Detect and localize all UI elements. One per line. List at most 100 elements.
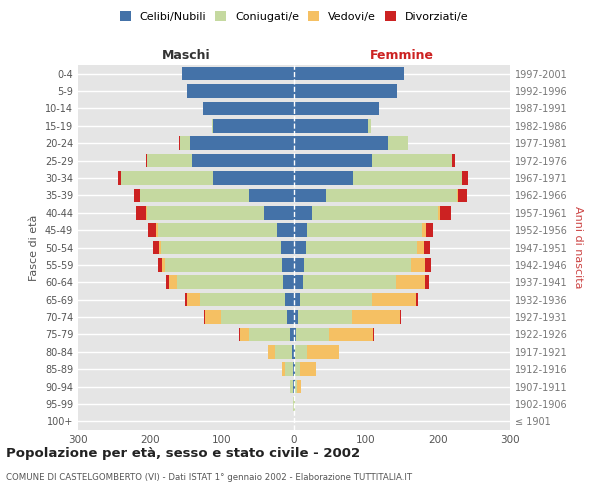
- Bar: [205, 310, 221, 324]
- Bar: [283, 276, 294, 289]
- Bar: [463, 171, 468, 185]
- Bar: [192, 154, 294, 168]
- Bar: [458, 188, 467, 202]
- Bar: [292, 345, 294, 358]
- Bar: [294, 276, 302, 289]
- Text: COMUNE DI CASTELGOMBERTO (VI) - Dati ISTAT 1° gennaio 2002 - Elaborazione TUTTIT: COMUNE DI CASTELGOMBERTO (VI) - Dati IST…: [6, 472, 412, 482]
- Bar: [312, 206, 438, 220]
- Bar: [290, 380, 293, 394]
- Bar: [372, 154, 452, 168]
- Bar: [408, 136, 409, 150]
- Bar: [148, 224, 157, 237]
- Legend: Celibi/Nubili, Coniugati/e, Vedovi/e, Divorziati/e: Celibi/Nubili, Coniugati/e, Vedovi/e, Di…: [116, 8, 472, 25]
- Bar: [290, 328, 294, 341]
- Bar: [293, 397, 294, 410]
- Bar: [307, 345, 340, 358]
- Bar: [203, 102, 294, 115]
- Bar: [297, 380, 301, 394]
- Y-axis label: Fasce di età: Fasce di età: [29, 214, 39, 280]
- Bar: [305, 240, 417, 254]
- Bar: [294, 84, 397, 98]
- Bar: [353, 171, 463, 185]
- Bar: [179, 136, 190, 150]
- Bar: [438, 206, 440, 220]
- Bar: [294, 380, 295, 394]
- Bar: [294, 102, 379, 115]
- Bar: [410, 258, 425, 272]
- Bar: [295, 362, 301, 376]
- Bar: [268, 345, 275, 358]
- Bar: [295, 380, 297, 394]
- Text: Popolazione per età, sesso e stato civile - 2002: Popolazione per età, sesso e stato civil…: [6, 448, 360, 460]
- Bar: [373, 328, 374, 341]
- Bar: [294, 293, 300, 306]
- Bar: [165, 258, 282, 272]
- Bar: [190, 136, 294, 150]
- Bar: [294, 397, 295, 410]
- Bar: [301, 362, 316, 376]
- Bar: [294, 310, 298, 324]
- Bar: [158, 240, 161, 254]
- Bar: [294, 171, 353, 185]
- Bar: [388, 136, 408, 150]
- Bar: [157, 224, 158, 237]
- Y-axis label: Anni di nascita: Anni di nascita: [573, 206, 583, 289]
- Bar: [294, 136, 388, 150]
- Bar: [221, 310, 287, 324]
- Bar: [425, 258, 431, 272]
- Bar: [293, 380, 294, 394]
- Bar: [440, 206, 451, 220]
- Text: Femmine: Femmine: [370, 50, 434, 62]
- Bar: [136, 206, 146, 220]
- Bar: [294, 362, 295, 376]
- Bar: [281, 240, 294, 254]
- Bar: [250, 328, 290, 341]
- Bar: [416, 293, 418, 306]
- Text: Maschi: Maschi: [161, 50, 211, 62]
- Bar: [424, 240, 430, 254]
- Bar: [212, 119, 214, 132]
- Bar: [284, 293, 294, 306]
- Bar: [294, 258, 304, 272]
- Bar: [178, 276, 283, 289]
- Bar: [187, 84, 294, 98]
- Bar: [298, 310, 352, 324]
- Bar: [422, 224, 426, 237]
- Bar: [304, 258, 410, 272]
- Bar: [187, 293, 200, 306]
- Bar: [185, 293, 187, 306]
- Bar: [294, 224, 307, 237]
- Bar: [182, 67, 294, 80]
- Bar: [118, 171, 121, 185]
- Bar: [372, 293, 416, 306]
- Bar: [396, 276, 425, 289]
- Bar: [457, 188, 458, 202]
- Bar: [294, 67, 404, 80]
- Bar: [275, 345, 292, 358]
- Bar: [214, 171, 294, 185]
- Bar: [295, 345, 307, 358]
- Bar: [250, 188, 294, 202]
- Bar: [153, 240, 158, 254]
- Bar: [134, 188, 140, 202]
- Bar: [294, 345, 295, 358]
- Bar: [200, 293, 284, 306]
- Bar: [302, 276, 396, 289]
- Bar: [282, 258, 294, 272]
- Bar: [452, 154, 455, 168]
- Bar: [329, 328, 373, 341]
- Bar: [277, 224, 294, 237]
- Bar: [146, 154, 147, 168]
- Bar: [352, 310, 400, 324]
- Bar: [158, 258, 161, 272]
- Bar: [293, 362, 294, 376]
- Bar: [161, 258, 165, 272]
- Bar: [294, 188, 326, 202]
- Bar: [240, 328, 250, 341]
- Bar: [147, 206, 264, 220]
- Bar: [161, 240, 281, 254]
- Bar: [326, 188, 457, 202]
- Bar: [294, 119, 368, 132]
- Bar: [147, 154, 192, 168]
- Bar: [425, 276, 430, 289]
